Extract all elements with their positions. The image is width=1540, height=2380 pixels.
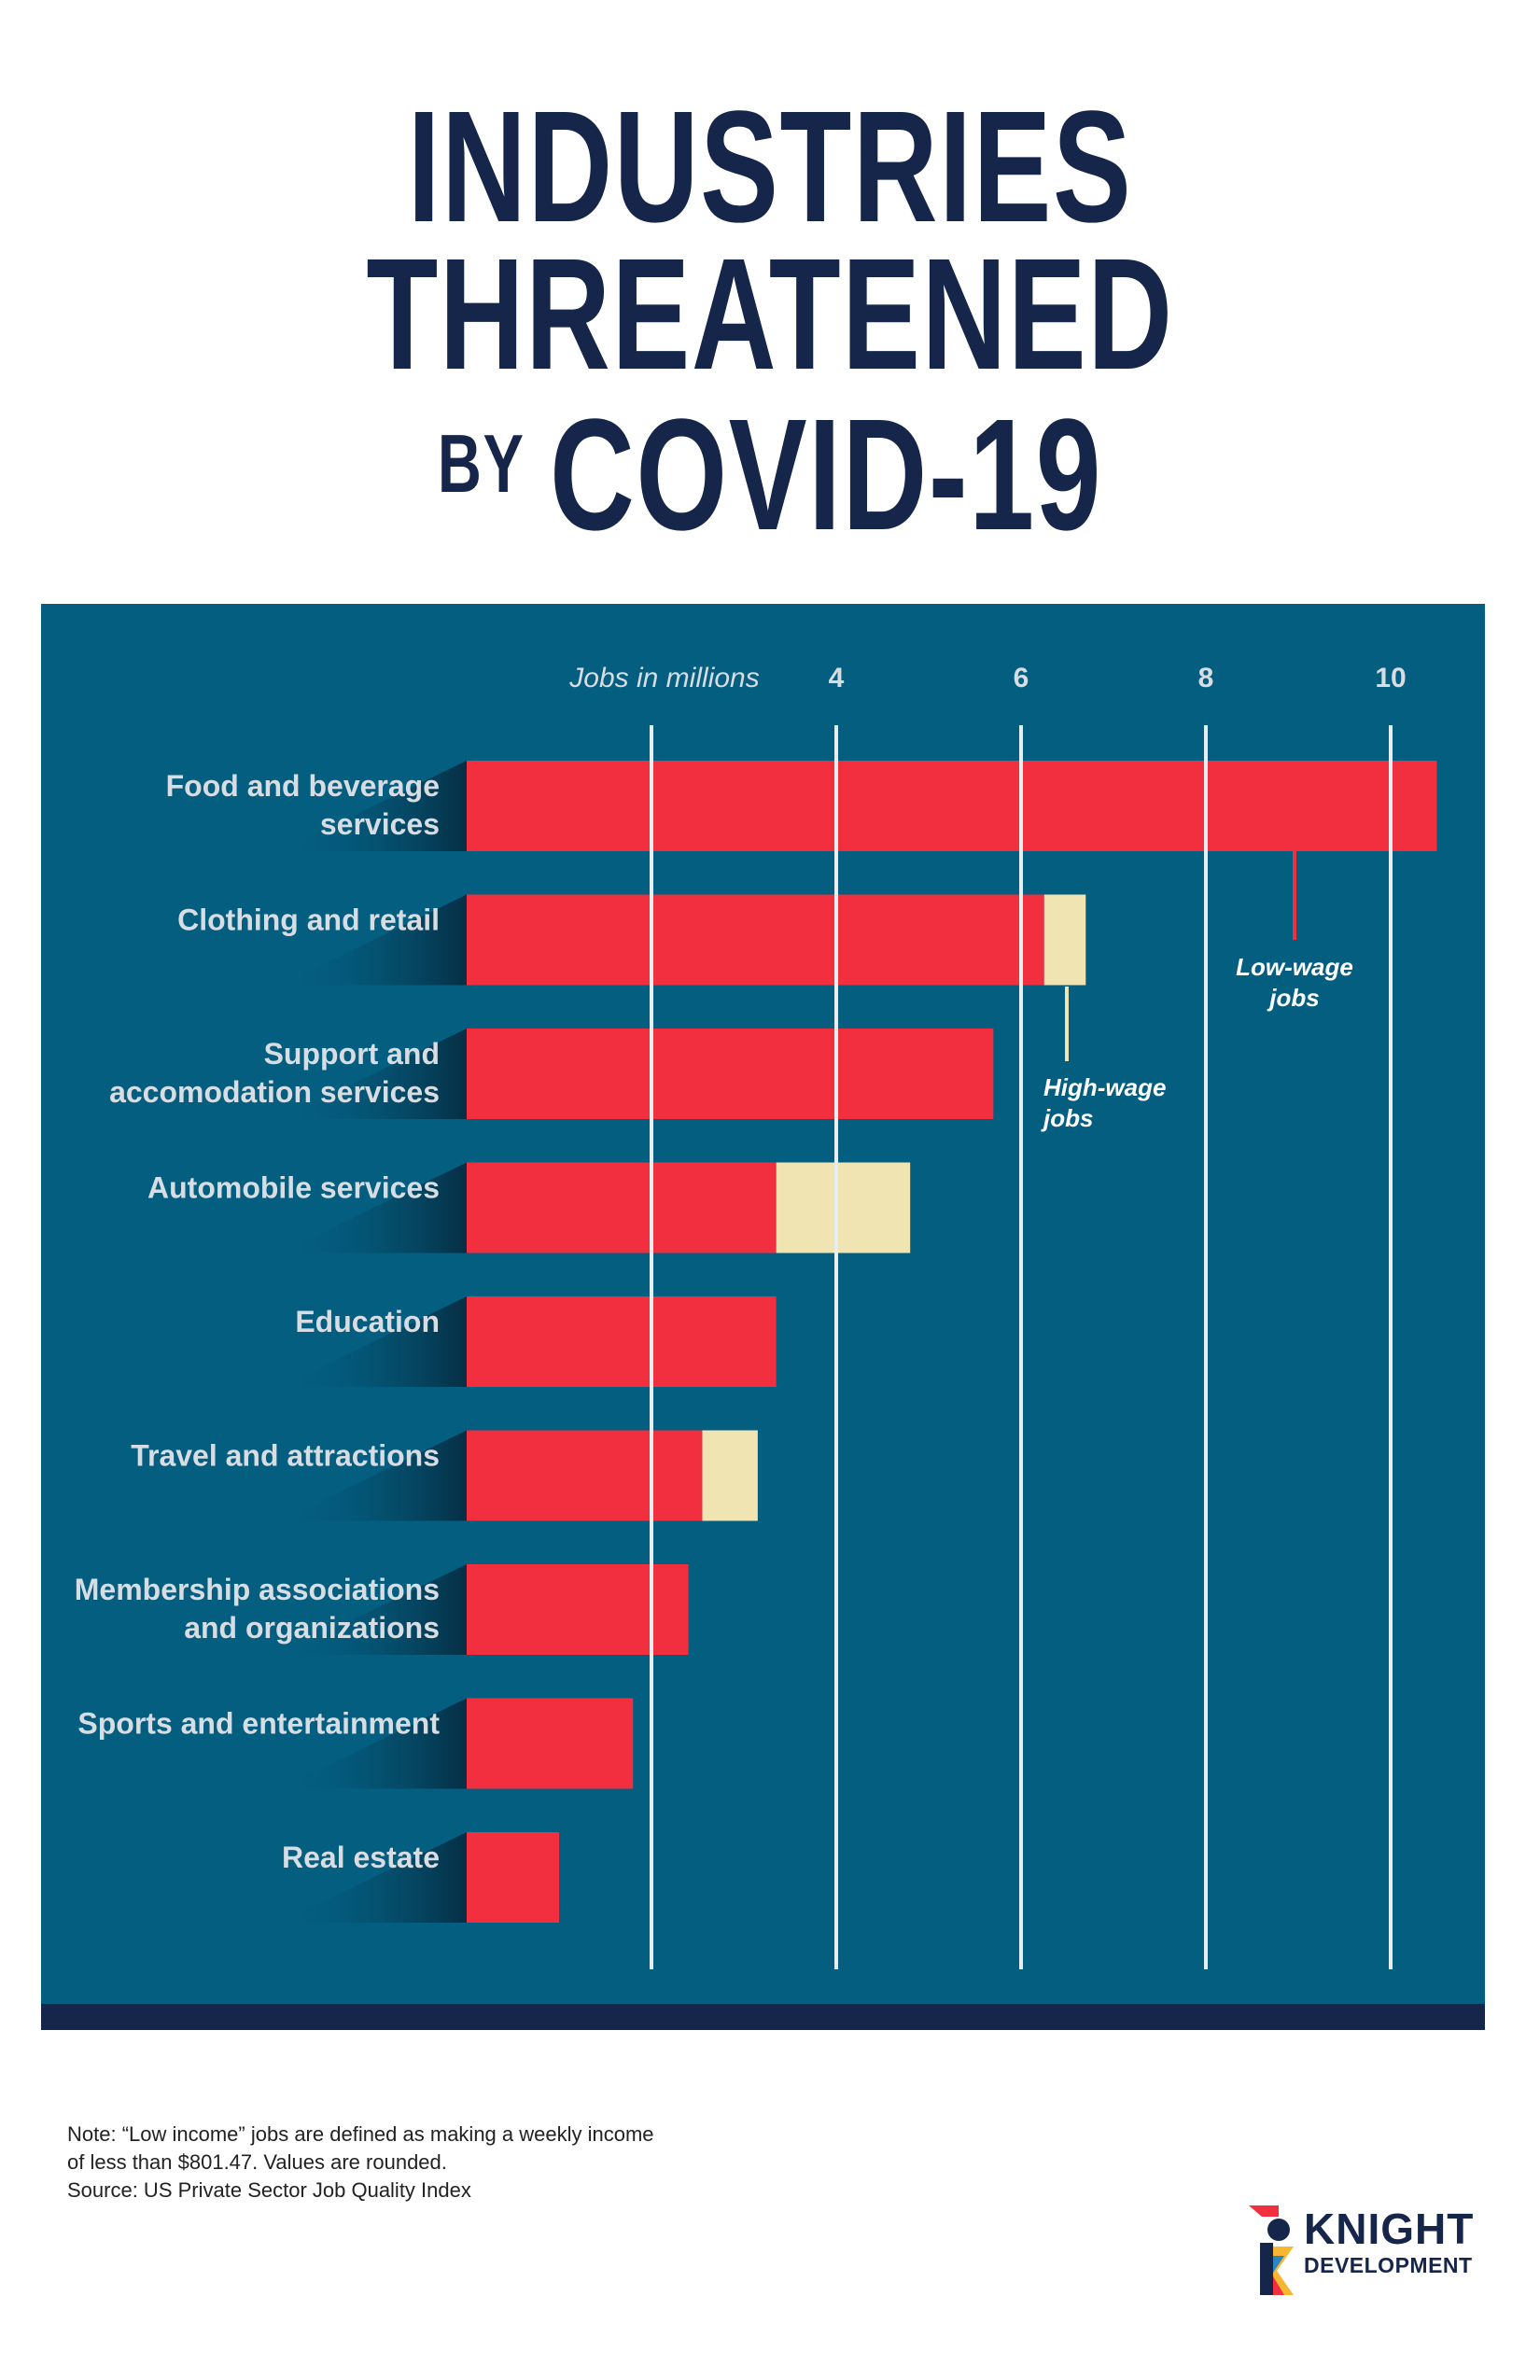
bar-low-wage: [467, 1029, 994, 1119]
title-line-3: BY COVID-19: [201, 390, 1340, 554]
category-label-line: Sports and entertainment: [77, 1707, 440, 1741]
bar-low-wage: [467, 761, 1437, 851]
bar-low-wage: [467, 1162, 777, 1253]
title-line-2: THREATENED: [366, 226, 1174, 403]
high-wage-annotation: High-wage jobs: [1041, 1073, 1166, 1132]
footnote: Note: “Low income” jobs are defined as m…: [67, 2121, 777, 2205]
low-wage-annotation-line: Low-wage: [1236, 953, 1353, 981]
bar-low-wage: [467, 1698, 634, 1789]
category-label: Education: [295, 1305, 440, 1338]
label-shadow: [280, 1296, 467, 1387]
category-label: Support and accomodation services: [109, 1037, 440, 1109]
tick-label: 6: [1014, 663, 1029, 693]
footnote-line-2: of less than $801.47. Values are rounded…: [67, 2150, 447, 2174]
bar-high-wage: [776, 1162, 911, 1253]
category-label-line: Travel and attractions: [131, 1439, 440, 1473]
label-shadow: [280, 761, 467, 851]
bar-low-wage: [467, 1832, 559, 1923]
label-shadow: [280, 1029, 467, 1119]
knight-logo-icon: [1249, 2205, 1294, 2295]
category-label-line: accomodation services: [109, 1075, 440, 1109]
title-by: BY: [437, 417, 525, 510]
category-labels: Food and beverage services Clothing and re…: [75, 769, 441, 1874]
high-wage-annotation-line: jobs: [1041, 1104, 1093, 1132]
label-shadow: [280, 1162, 467, 1253]
tick-labels: 4 6 8 10 Jobs in millions: [568, 663, 1406, 693]
logo-wordmark: KNIGHT: [1304, 2205, 1475, 2253]
title-line-1: INDUSTRIES: [407, 78, 1133, 256]
category-label-line: Education: [295, 1305, 440, 1338]
low-wage-annotation: Low-wage jobs: [1236, 953, 1353, 1012]
bar-low-wage: [467, 1296, 777, 1387]
chart-bottom-band: [41, 2004, 1485, 2030]
bars: [467, 761, 1437, 1923]
category-label-line: Automobile services: [147, 1171, 440, 1205]
bar-high-wage: [1043, 894, 1086, 986]
tick-label: 8: [1198, 663, 1214, 693]
category-label-line: Support and: [264, 1037, 440, 1071]
bar-low-wage: [467, 1564, 689, 1655]
x-axis-title: Jobs in millions: [568, 663, 759, 693]
logo-subtitle: DEVELOPMENT: [1304, 2253, 1473, 2277]
high-wage-annotation-line: High-wage: [1043, 1073, 1166, 1101]
category-label: Real estate: [282, 1841, 440, 1874]
category-label-line: Real estate: [282, 1841, 440, 1874]
knight-development-logo: KNIGHT DEVELOPMENT: [1241, 2200, 1493, 2303]
category-label: Food and beverage services: [166, 769, 440, 841]
infographic-title: INDUSTRIES THREATENED BY COVID-19: [0, 78, 1540, 554]
tick-label: 10: [1375, 663, 1406, 693]
category-label-line: services: [320, 807, 440, 841]
gridlines: [650, 725, 1393, 1969]
label-shadows: [280, 761, 467, 1923]
bar-high-wage: [702, 1430, 758, 1521]
label-shadow: [280, 894, 467, 986]
label-shadow: [280, 1564, 467, 1655]
category-label-line: Membership associations: [75, 1573, 440, 1606]
category-label: Automobile services: [147, 1171, 440, 1205]
tick-label: 4: [829, 663, 845, 693]
label-shadow: [280, 1698, 467, 1789]
category-label-line: and organizations: [184, 1611, 440, 1645]
annotations: Low-wage jobs High-wage jobs: [1041, 851, 1353, 1132]
category-label: Travel and attractions: [131, 1439, 440, 1473]
bar-low-wage: [467, 894, 1044, 986]
label-shadow: [280, 1430, 467, 1521]
low-wage-annotation-line: jobs: [1267, 984, 1319, 1012]
label-shadow: [280, 1832, 467, 1923]
bar-chart: 4 6 8 10 Jobs in millions Food and beverage s…: [75, 663, 1437, 1969]
title-covid: COVID-19: [549, 386, 1103, 564]
category-label-line: Clothing and retail: [177, 903, 440, 937]
footnote-line-1: Note: “Low income” jobs are defined as m…: [67, 2122, 654, 2146]
category-label: Membership associations and organizations: [75, 1573, 440, 1645]
category-label: Sports and entertainment: [77, 1707, 440, 1741]
footnote-line-3: Source: US Private Sector Job Quality In…: [67, 2178, 471, 2202]
category-label: Clothing and retail: [177, 903, 440, 937]
category-label-line: Food and beverage: [166, 769, 440, 803]
bar-low-wage: [467, 1430, 703, 1521]
